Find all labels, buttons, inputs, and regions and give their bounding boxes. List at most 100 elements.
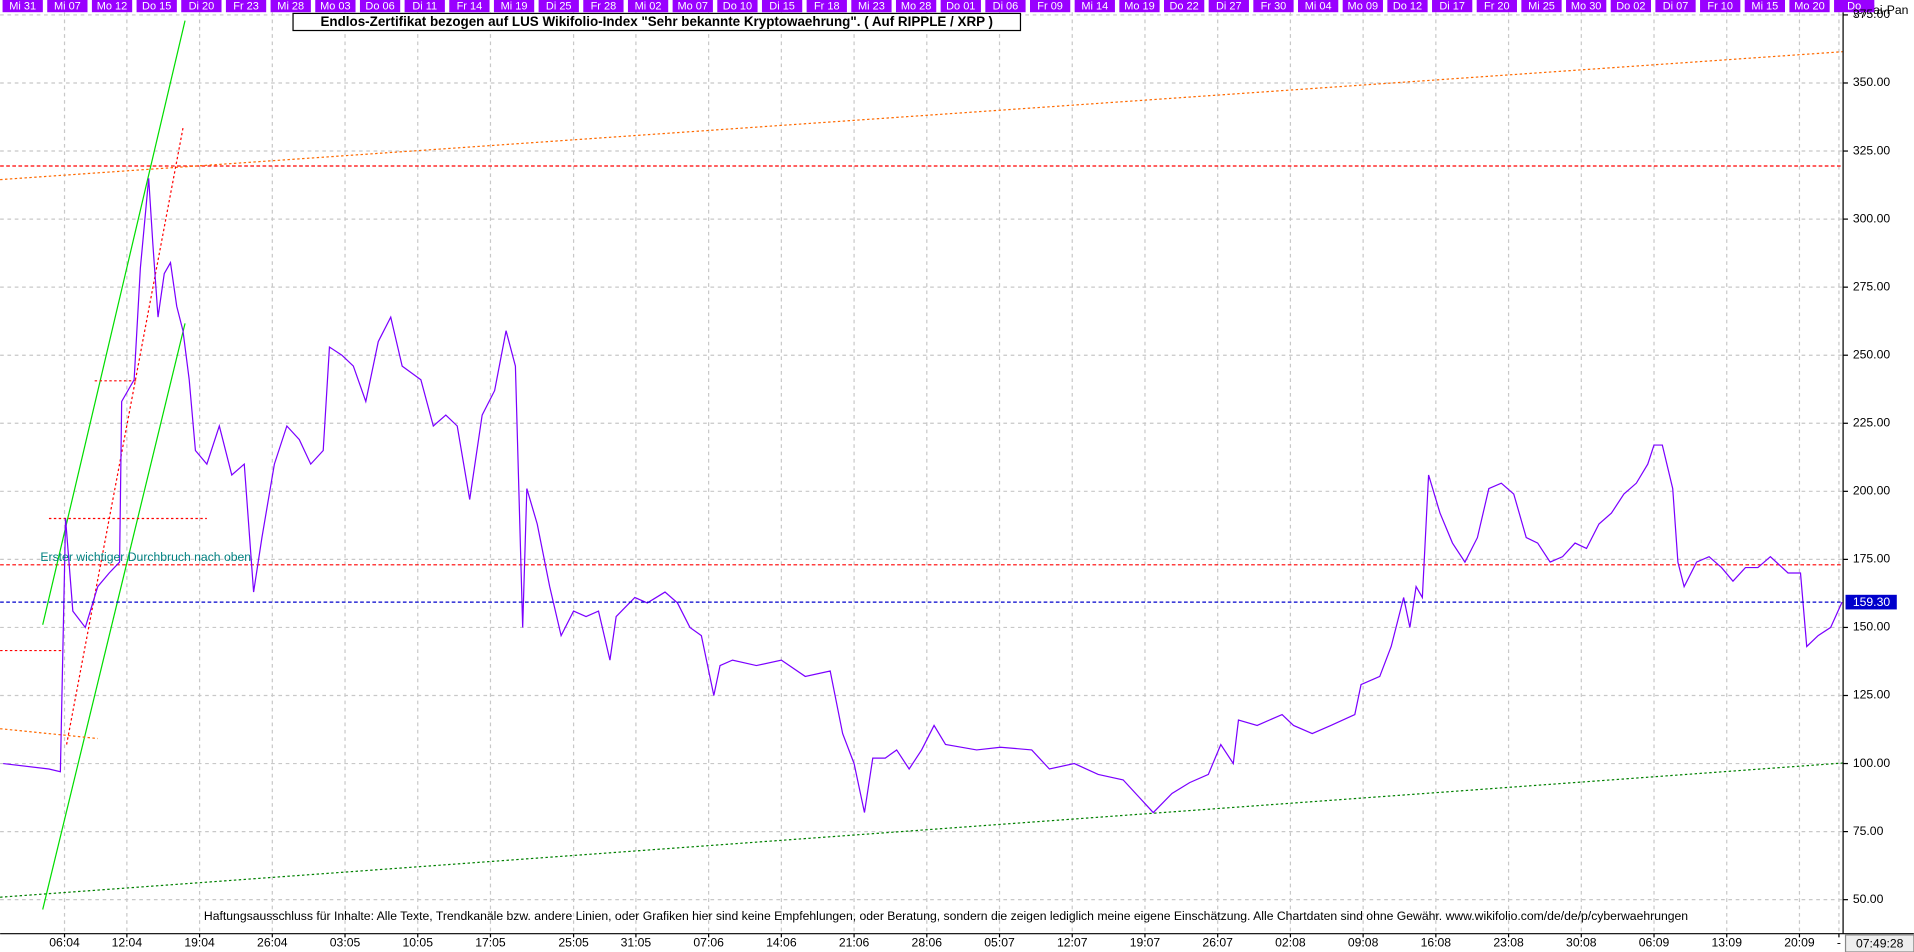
- top-label: Fr 10: [1707, 1, 1733, 13]
- top-label: Mi 02: [635, 1, 662, 13]
- top-label-box: [1029, 0, 1071, 13]
- x-tick-label: 06:04: [49, 936, 80, 950]
- top-label-box: [1700, 0, 1741, 13]
- top-label: Di 07: [1663, 1, 1689, 13]
- top-label: Mi 28: [277, 1, 304, 13]
- top-label: Do 12: [1393, 1, 1422, 13]
- top-label-box: [1521, 0, 1562, 13]
- x-tick-label: 12:07: [1057, 936, 1088, 950]
- top-label: Mi 23: [858, 1, 885, 13]
- top-label-box: [1789, 0, 1830, 13]
- top-label: Do 01: [946, 1, 975, 13]
- x-tick-label: 13:09: [1711, 936, 1742, 950]
- last-price-box: [1845, 594, 1897, 610]
- y-tick-label: 150.00: [1853, 620, 1890, 634]
- top-label: Mi 14: [1081, 1, 1108, 13]
- top-label-box: [985, 0, 1026, 13]
- x-tick-label: 17:05: [475, 936, 506, 950]
- top-label-box: [1476, 0, 1517, 13]
- top-label: Fr 14: [457, 1, 483, 13]
- y-tick-label: 125.00: [1853, 688, 1890, 702]
- top-label: Fr 18: [814, 1, 840, 13]
- top-label-box: [1253, 0, 1294, 13]
- top-label-box: [181, 0, 222, 13]
- x-tick-label: 10:05: [402, 936, 433, 950]
- top-label: Di 20: [189, 1, 215, 13]
- top-label: Mi 25: [1528, 1, 1555, 13]
- top-label: Do: [1847, 1, 1861, 13]
- x-tick-label: 21:06: [839, 936, 870, 950]
- top-label: Mo 09: [1348, 1, 1379, 13]
- y-tick-label: 250.00: [1853, 347, 1890, 361]
- y-tick-label: 325.00: [1853, 143, 1890, 157]
- top-label: Do 02: [1616, 1, 1645, 13]
- top-label-box: [270, 0, 311, 13]
- top-label: Mi 07: [54, 1, 81, 13]
- top-label-box: [47, 0, 88, 13]
- top-label-box: [225, 0, 267, 13]
- top-label: Fr 28: [591, 1, 617, 13]
- top-label: Mo 19: [1124, 1, 1155, 13]
- top-label: Do 06: [365, 1, 394, 13]
- x-tick-label: 26:04: [257, 936, 288, 950]
- trend-line: [42, 323, 186, 910]
- top-label: Di 11: [412, 1, 437, 13]
- top-label: Mi 19: [501, 1, 528, 13]
- top-label-box: [359, 0, 401, 13]
- x-tick-label: 09:08: [1348, 936, 1379, 950]
- top-label-box: [136, 0, 177, 13]
- top-label-box: [940, 0, 981, 13]
- price-line: [3, 178, 1843, 814]
- y-tick-label: 375.00: [1853, 7, 1890, 21]
- top-label-box: [1610, 0, 1651, 13]
- x-tick-label: 26:07: [1202, 936, 1233, 950]
- x-tick-label: 02:08: [1275, 936, 1306, 950]
- title-box: [292, 12, 1022, 32]
- top-label: Di 06: [993, 1, 1019, 13]
- y-tick-label: 175.00: [1853, 552, 1890, 566]
- top-label: Di 15: [769, 1, 795, 13]
- annotation: Erster wichtiger Durchbruch nach oben: [40, 550, 251, 564]
- top-label-box: [404, 0, 445, 13]
- y-tick-label: 100.00: [1853, 756, 1890, 770]
- top-label-box: [1655, 0, 1696, 13]
- top-label-box: [1342, 0, 1383, 13]
- top-label: Do 15: [142, 1, 171, 13]
- top-label: Mo 07: [678, 1, 709, 13]
- top-label-box: [1298, 0, 1339, 13]
- x-tick-label: 07:06: [693, 936, 724, 950]
- trend-line: [0, 728, 98, 740]
- top-label-box: [1119, 0, 1160, 13]
- last-price-label: 159.30: [1853, 595, 1890, 609]
- top-label: Mi 31: [9, 1, 36, 13]
- top-label: Fr 30: [1261, 1, 1287, 13]
- top-label: Fr 09: [1037, 1, 1063, 13]
- top-label-box: [1834, 0, 1875, 13]
- y-tick-label: 200.00: [1853, 484, 1890, 498]
- x-tick-label: 25:05: [558, 936, 589, 950]
- x-tick-label: 30:08: [1566, 936, 1597, 950]
- top-label: Mi 15: [1751, 1, 1778, 13]
- top-label: Di 25: [546, 1, 572, 13]
- top-label: Mo 12: [97, 1, 128, 13]
- y-tick-label: 50.00: [1853, 892, 1884, 906]
- top-label-box: [2, 0, 43, 13]
- top-label-box: [717, 0, 758, 13]
- x-tick-label: 31:05: [621, 936, 652, 950]
- trend-line: [0, 762, 1844, 898]
- top-label: Mo 30: [1571, 1, 1602, 13]
- top-label-box: [806, 0, 847, 13]
- top-label-box: [627, 0, 669, 13]
- top-label-box: [538, 0, 579, 13]
- top-label-box: [895, 0, 937, 13]
- top-label-box: [1074, 0, 1115, 13]
- x-tick-label: 19:04: [184, 936, 215, 950]
- trend-line: [0, 51, 1844, 181]
- top-label: Fr 23: [233, 1, 259, 13]
- top-label-box: [449, 0, 490, 13]
- x-tick-label: 19:07: [1130, 936, 1161, 950]
- top-label-box: [672, 0, 713, 13]
- y-tick-label: 300.00: [1853, 211, 1890, 225]
- x-tick-label: -: [1837, 936, 1841, 950]
